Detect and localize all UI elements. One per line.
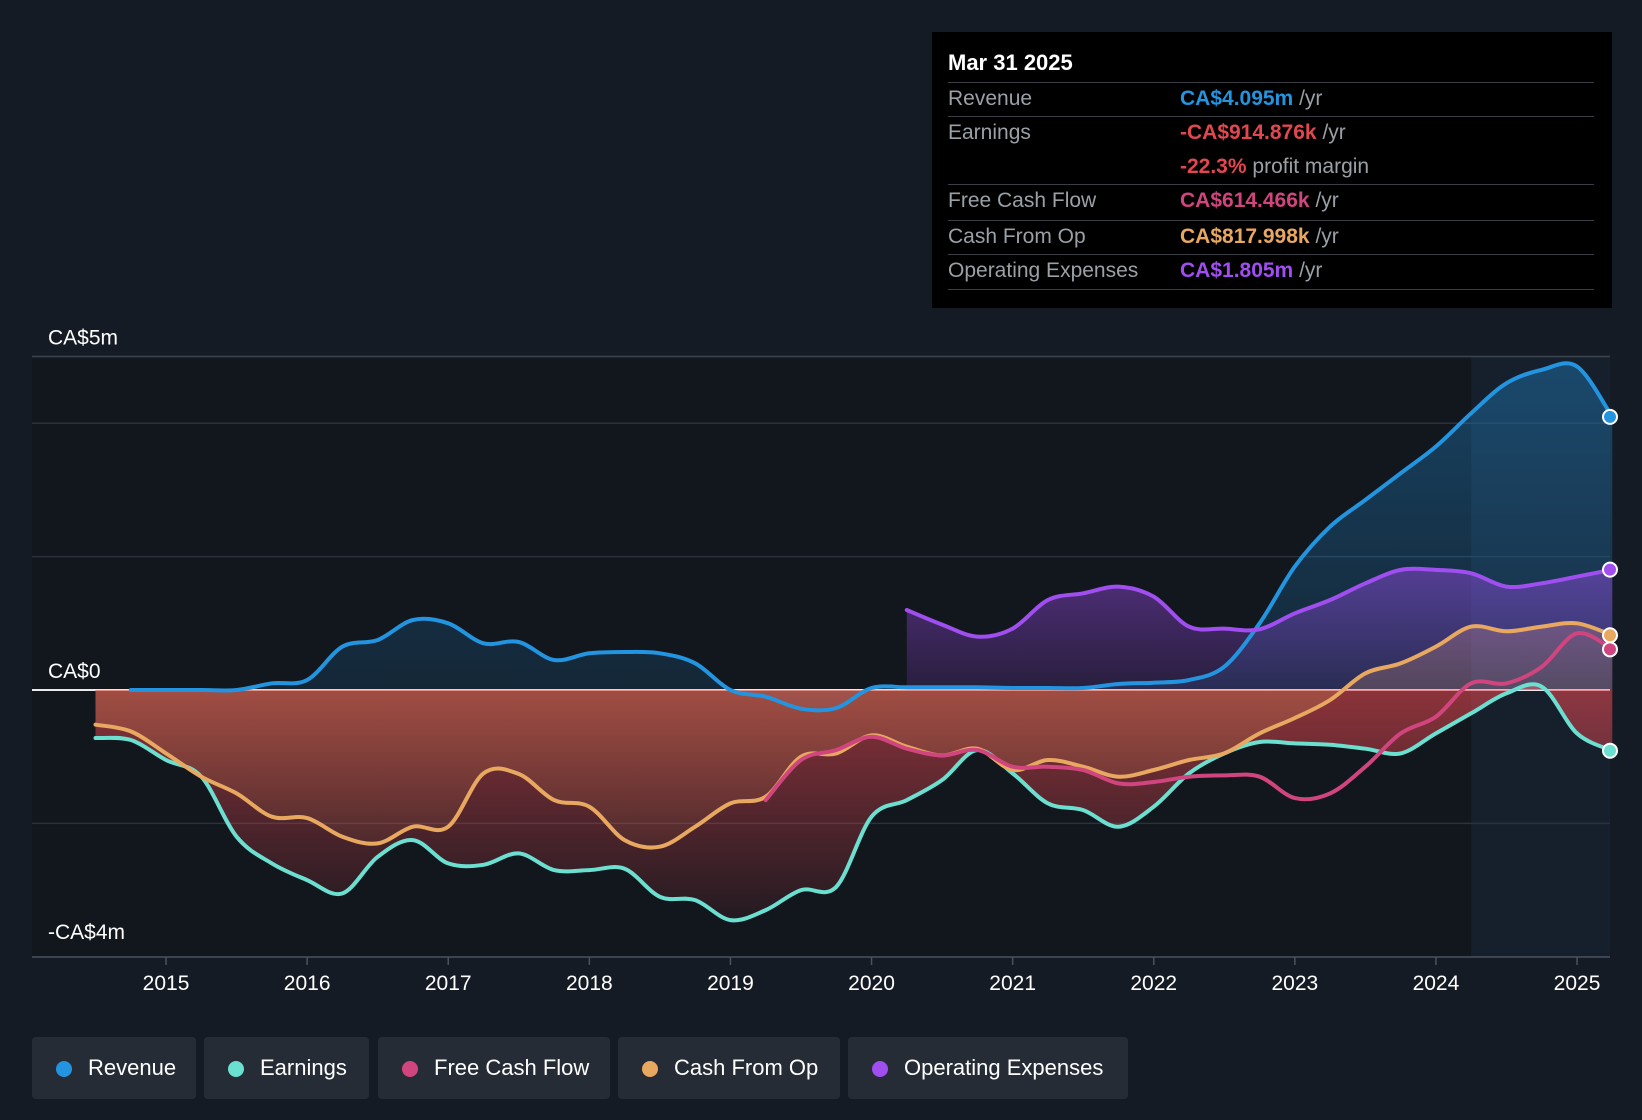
tooltip-margin-unit: profit margin [1252,155,1370,178]
legend-item-opex[interactable]: Operating Expenses [848,1037,1128,1099]
legend-dot-earnings [228,1061,244,1077]
x-tick-label: 2021 [989,972,1036,995]
x-tick-label: 2025 [1554,972,1601,995]
tooltip-earnings-unit: /yr [1322,121,1346,144]
legend-dot-opex [872,1061,888,1077]
legend-item-cfo[interactable]: Cash From Op [618,1037,840,1099]
tooltip-fcf-value: CA$614.466k [1180,189,1310,212]
tooltip-row-earnings: Earnings -CA$914.876k /yr -22.3% profit … [948,116,1594,185]
tooltip-cfo-value: CA$817.998k [1180,225,1310,248]
y-tick-label: CA$0 [48,660,101,683]
tooltip-opex-unit: /yr [1299,259,1323,282]
x-tick-label: 2019 [707,972,754,995]
tooltip-fcf-label: Free Cash Flow [948,189,1097,212]
tooltip-divider [948,289,1594,290]
tooltip-margin-value: -22.3% [1180,155,1247,178]
end-markers [1602,408,1618,759]
tooltip-row-revenue: Revenue CA$4.095m /yr [948,82,1594,117]
tooltip-date: Mar 31 2025 [948,50,1073,75]
series-lines [93,361,1615,923]
legend-label-fcf: Free Cash Flow [434,1055,590,1080]
series-fills [95,363,1613,921]
x-tick-label: 2018 [566,972,613,995]
tooltip-row-cfo: Cash From Op CA$817.998k /yr [948,220,1594,255]
line-earnings [93,682,1615,923]
line-opex [904,566,1615,639]
legend-label-earnings: Earnings [260,1055,347,1080]
legend-item-revenue[interactable]: Revenue [32,1037,196,1099]
legend-item-fcf[interactable]: Free Cash Flow [378,1037,610,1099]
area-cfo [95,622,1613,848]
end-marker-earnings [1602,742,1618,759]
x-tick-label: 2022 [1130,972,1177,995]
legend-label-opex: Operating Expenses [904,1055,1104,1080]
tooltip-revenue-unit: /yr [1299,87,1323,110]
tooltip-row-fcf: Free Cash Flow CA$614.466k /yr [948,184,1594,219]
tooltip-opex-value: CA$1.805m [1180,259,1294,282]
legend-dot-cfo [642,1061,658,1077]
x-tick-label: 2024 [1413,972,1460,995]
legend-dot-revenue [56,1061,72,1077]
x-tick-label: 2023 [1271,972,1318,995]
end-marker-opex [1602,561,1618,578]
x-tick-label: 2015 [143,972,190,995]
x-tick-label: 2016 [284,972,331,995]
legend-label-revenue: Revenue [88,1055,177,1080]
tooltip-revenue-value: CA$4.095m [1180,87,1294,110]
end-marker-cfo [1602,627,1618,644]
tooltip-cfo-unit: /yr [1315,225,1339,248]
y-tick-label: CA$5m [48,327,118,350]
end-marker-revenue [1602,408,1618,425]
legend-item-earnings[interactable]: Earnings [204,1037,369,1099]
end-marker-fcf [1602,641,1618,658]
axes: CA$5m CA$0 -CA$4m 2015 2016 2017 2018 2019 2020 2… [32,327,1610,995]
tooltip-revenue-label: Revenue [948,87,1033,110]
line-fcf [763,631,1615,803]
tooltip-cfo-label: Cash From Op [948,225,1086,248]
y-tick-label: -CA$4m [48,921,125,944]
legend-label-cfo: Cash From Op [674,1055,819,1080]
x-tick-label: 2020 [848,972,895,995]
tooltip-row-opex: Operating Expenses CA$1.805m /yr [948,254,1594,289]
tooltip-opex-label: Operating Expenses [948,259,1139,282]
x-tick-label: 2017 [425,972,472,995]
tooltip-panel: Mar 31 2025 Revenue CA$4.095m /yr Earnin… [932,32,1612,308]
tooltip-fcf-unit: /yr [1315,189,1339,212]
tooltip-earnings-label: Earnings [948,121,1031,144]
legend-dot-fcf [402,1061,418,1077]
tooltip-earnings-value: -CA$914.876k [1180,121,1317,144]
